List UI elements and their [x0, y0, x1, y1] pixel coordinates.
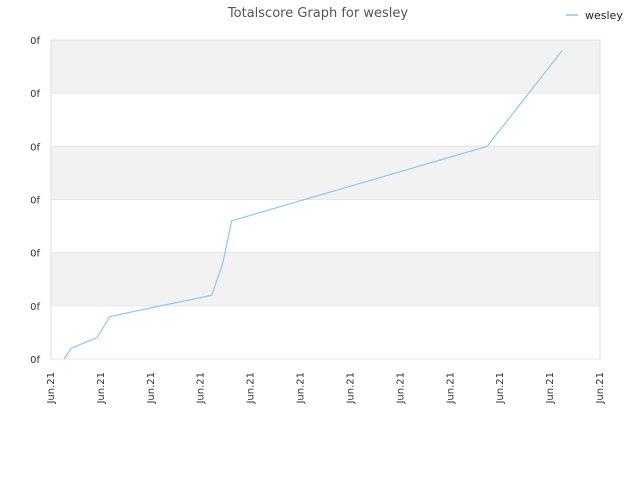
x-tick-labels: Jun.21 Jun.21 Jun.21 Jun.21 Jun.21 Jun.21 Jun.… — [46, 372, 606, 405]
x-tick-label: Jun.21 — [445, 372, 456, 405]
x-tick-label: Jun.21 — [395, 372, 406, 405]
x-tick-label: Jun.21 — [246, 372, 257, 405]
y-tick-label: 0f — [30, 89, 40, 100]
x-tick-label: Jun.21 — [595, 372, 606, 405]
plot-band — [51, 93, 600, 147]
y-tick-label: 0f — [30, 302, 40, 313]
x-tick-label: Jun.21 — [495, 372, 506, 405]
legend-label-wesley: wesley — [585, 9, 623, 22]
x-tick-label: Jun.21 — [296, 372, 307, 405]
x-tick-label: Jun.21 — [146, 372, 157, 405]
y-tick-label: 0f — [30, 355, 40, 366]
plot-band — [51, 146, 600, 200]
legend: wesley — [566, 9, 623, 22]
y-tick-label: 0f — [30, 249, 40, 260]
plot-band — [51, 252, 600, 306]
plot-band — [51, 199, 600, 253]
x-tick-label: Jun.21 — [196, 372, 207, 405]
x-tick-label: Jun.21 — [545, 372, 556, 405]
y-tick-label: 0f — [30, 142, 40, 153]
x-tick-label: Jun.21 — [46, 372, 57, 405]
y-gridlines — [51, 39, 600, 360]
y-tick-label: 0f — [30, 196, 40, 207]
plot-band — [51, 305, 600, 359]
x-tick-label: Jun.21 — [96, 372, 107, 405]
y-tick-label: 0f — [30, 36, 40, 47]
x-tick-label: Jun.21 — [345, 372, 356, 405]
y-tick-labels: 0f 0f 0f 0f 0f 0f 0f — [30, 36, 40, 366]
series-line-wesley — [63, 50, 563, 360]
plot-band — [51, 40, 600, 94]
chart-title: Totalscore Graph for wesley — [227, 6, 408, 21]
plot-background-bands — [51, 40, 600, 359]
